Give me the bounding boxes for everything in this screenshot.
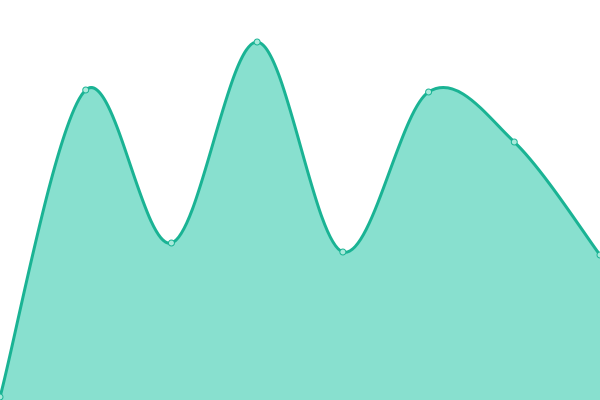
data-point-4 xyxy=(339,248,347,256)
data-point-3 xyxy=(253,38,261,46)
data-points xyxy=(0,38,600,400)
data-point-2 xyxy=(167,239,175,247)
data-point-7 xyxy=(596,251,600,259)
data-point-0 xyxy=(0,393,4,400)
data-point-5 xyxy=(425,88,433,96)
data-point-1 xyxy=(82,86,90,94)
area-fill xyxy=(0,41,600,400)
data-point-6 xyxy=(510,138,518,146)
